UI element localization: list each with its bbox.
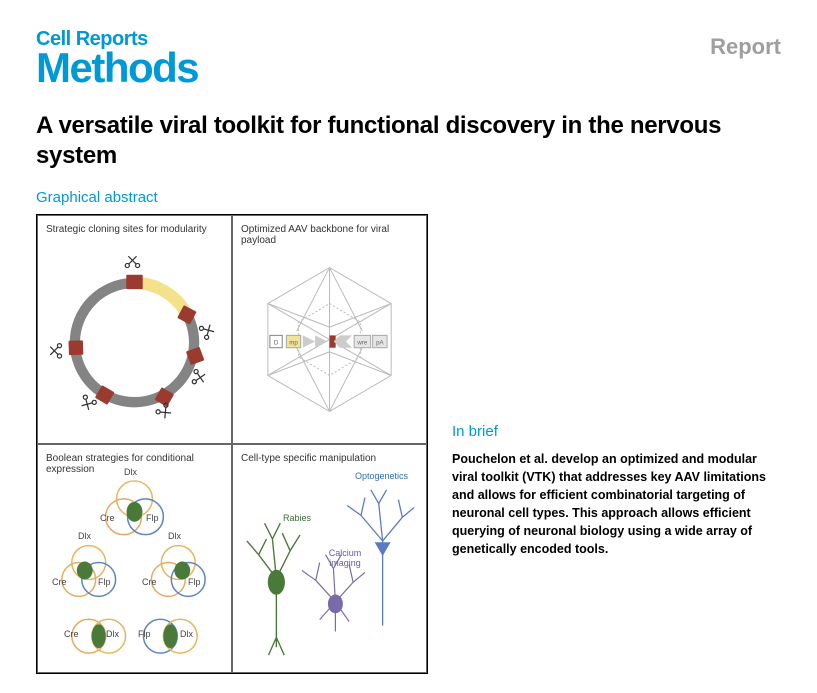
in-brief-heading: In brief (452, 423, 781, 440)
quad-celltype: Cell-type specific manipulation (232, 444, 427, 673)
cassette-pa: pA (376, 339, 384, 346)
quad-aav: Optimized AAV backbone for viral payload (232, 215, 427, 444)
calcium-label: Calcium imaging (321, 549, 369, 569)
quad-plasmid-label: Strategic cloning sites for modularity (46, 224, 223, 235)
content-row: Graphical abstract Strategic cloning sit… (36, 189, 781, 674)
journal-brand: Cell Reports Methods (36, 28, 198, 87)
quad-boolean: Boolean strategies for conditional expre… (37, 444, 232, 673)
quad-plasmid-canvas (42, 240, 227, 439)
cassette-wre: wre (356, 339, 367, 346)
graphical-abstract-box: Strategic cloning sites for modularity (36, 214, 428, 674)
venn-flp-3: Flp (188, 577, 201, 587)
venn-dlx-3: Dlx (168, 531, 181, 541)
venn-cre-4: Cre (64, 629, 79, 639)
article-title: A versatile viral toolkit for functional… (36, 111, 781, 171)
rabies-label: Rabies (283, 513, 311, 523)
graphical-abstract-heading: Graphical abstract (36, 189, 428, 206)
aav-svg: D mp wre pA (237, 240, 422, 439)
venn-dlx-1: Dlx (124, 467, 137, 477)
venn-cre-3: Cre (142, 577, 157, 587)
venn-cre-2: Cre (52, 577, 67, 587)
in-brief-text: Pouchelon et al. develop an optimized an… (452, 450, 781, 559)
quad-plasmid: Strategic cloning sites for modularity (37, 215, 232, 444)
quad-celltype-label: Cell-type specific manipulation (241, 453, 418, 464)
left-column: Graphical abstract Strategic cloning sit… (36, 189, 428, 674)
right-column: In brief Pouchelon et al. develop an opt… (452, 189, 781, 559)
venn-dlx-4: Dlx (106, 629, 119, 639)
report-label: Report (710, 34, 781, 60)
venn-flp-2: Flp (98, 577, 111, 587)
cassette-mp: mp (289, 339, 298, 346)
quad-aav-canvas: D mp wre pA (237, 240, 422, 439)
venn-cre-1: Cre (100, 513, 115, 523)
cassette-d: D (274, 339, 279, 346)
quad-celltype-canvas: Optogenetics Rabies Calcium imaging (237, 469, 422, 668)
plasmid-svg (42, 240, 227, 439)
quad-boolean-canvas: Dlx Cre Flp Dlx Cre Flp Dlx Cre Flp Cre … (42, 469, 227, 668)
opto-label: Optogenetics (355, 471, 408, 481)
brand-bottom: Methods (36, 49, 198, 87)
venn-flp-4: Flp (138, 629, 151, 639)
header-row: Cell Reports Methods Report (36, 28, 781, 87)
venn-flp-1: Flp (146, 513, 159, 523)
venn-dlx-5: Dlx (180, 629, 193, 639)
venn-dlx-2: Dlx (78, 531, 91, 541)
